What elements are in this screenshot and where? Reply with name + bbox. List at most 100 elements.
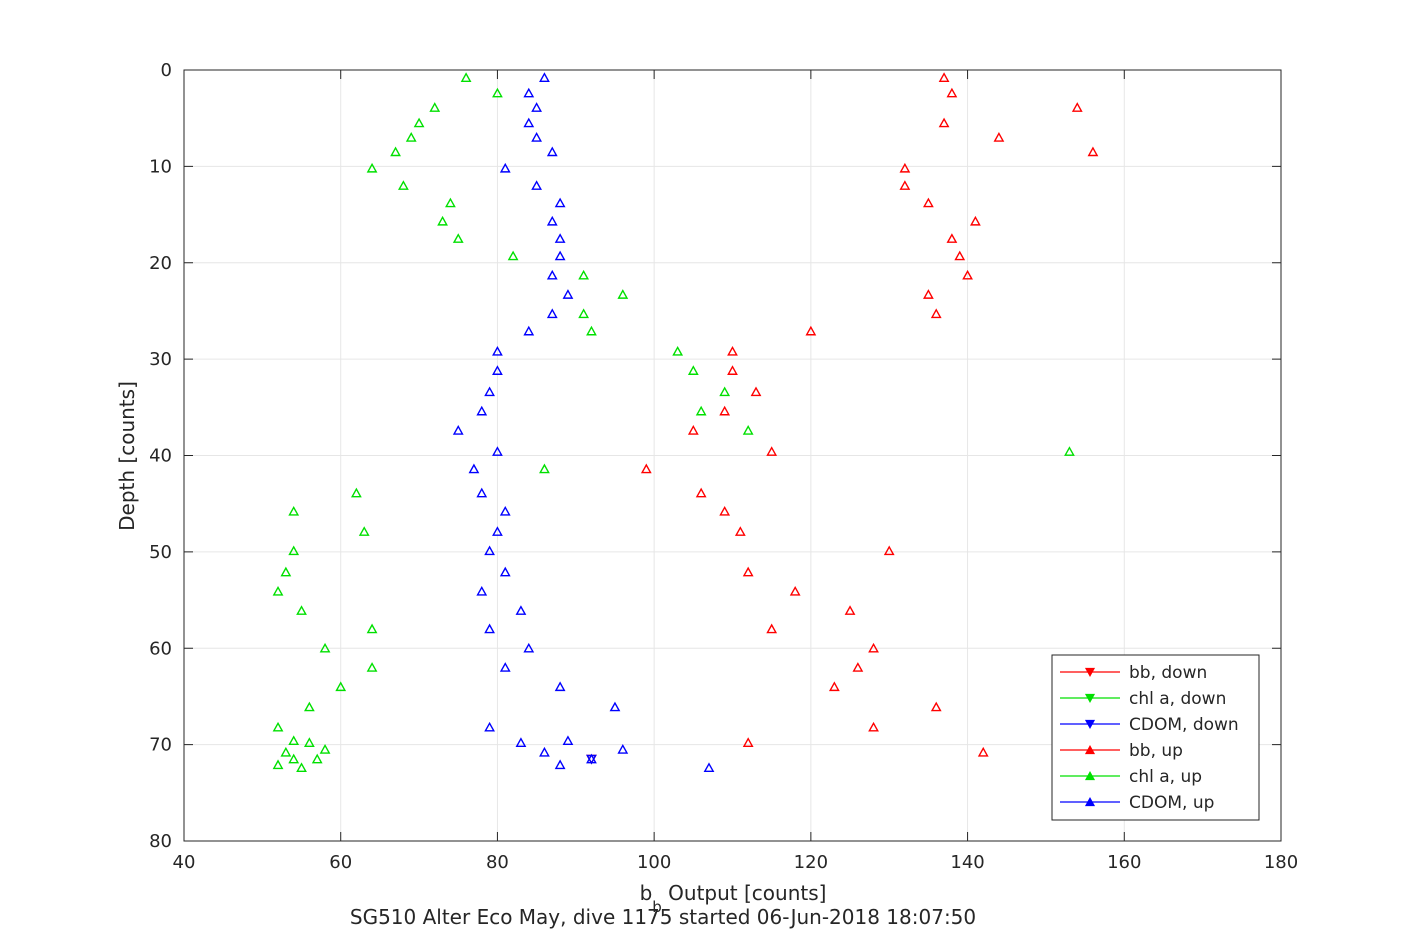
data-point [719,405,731,416]
y-tick-label: 10 [149,156,172,177]
data-point [695,405,707,416]
data-point [523,117,535,128]
data-point [938,117,950,128]
data-point [962,269,973,280]
legend-entry: CDOM, up [1129,793,1214,813]
data-point [734,526,746,536]
data-point [476,487,488,498]
y-tick-label: 60 [149,638,172,659]
series-5 [452,72,715,773]
y-tick-label: 50 [149,542,172,563]
data-point [539,746,550,757]
data-point [319,744,331,754]
data-point [578,308,590,319]
figure-caption: SG510 Alter Eco May, dive 1175 started 0… [350,905,976,929]
data-point [272,585,284,596]
data-marks [272,72,1099,773]
legend-marker [1084,667,1096,678]
data-point [766,623,778,634]
data-point [742,425,754,435]
data-point [413,117,425,128]
data-point [719,386,731,397]
data-point [883,545,895,556]
data-point [719,505,731,516]
data-point [742,566,754,577]
data-point [672,345,684,356]
data-point [523,325,535,336]
data-point [515,737,527,747]
data-point [507,250,519,261]
data-point [303,737,315,747]
data-point [562,735,574,746]
data-point [499,162,511,173]
x-tick-label: 180 [1264,852,1298,873]
data-point [460,72,472,82]
data-point [742,737,754,747]
data-point [554,250,566,261]
data-point [445,197,456,208]
legend-marker [1084,770,1096,781]
data-point [484,721,495,732]
data-point [303,701,315,712]
x-tick-label: 100 [637,852,671,873]
data-point [366,623,378,634]
data-point [492,446,503,456]
data-point [335,681,347,692]
y-tick-label: 70 [149,735,172,756]
data-point [844,605,856,615]
data-point [687,365,699,375]
data-point [970,215,981,226]
x-tick-label: 60 [329,852,352,873]
data-point [492,345,503,356]
data-point [476,405,488,416]
data-point [727,365,738,375]
data-point [554,233,566,243]
data-point [476,585,488,596]
data-point [452,425,464,435]
data-point [366,162,378,173]
data-point [319,642,331,653]
data-point [288,753,300,764]
data-point [993,132,1005,142]
y-tick-labels: 0 10 20 30 40 50 60 70 80 [149,60,172,852]
data-point [695,487,707,498]
data-point [311,753,323,764]
data-point [578,269,590,280]
data-point [546,215,558,226]
data-point [766,446,778,456]
data-point [554,197,566,208]
data-point [358,526,370,536]
data-point [828,681,840,692]
data-point [805,325,817,336]
data-point [429,102,441,112]
series-3 [640,72,1099,757]
data-point [868,721,879,732]
legend: bb, down chl a, down CDOM, down bb, up chl a… [1051,654,1260,821]
data-point [539,463,550,474]
data-point [468,463,480,474]
y-axis-label: Depth [counts] [115,381,139,531]
legend-marker [1084,719,1096,730]
data-point [523,87,535,98]
data-point [499,662,511,672]
data-point [405,132,417,142]
data-point [938,72,950,82]
legend-entry: chl a, down [1129,689,1226,709]
data-point [554,759,566,770]
data-point [288,735,300,746]
y-tick-label: 30 [149,349,172,370]
data-point [492,365,503,375]
plot-frame [183,69,1282,842]
data-point [484,545,495,556]
data-point [484,623,495,634]
x-tick-label: 40 [173,852,196,873]
y-tick-label: 20 [149,253,172,274]
x-tick-label: 80 [486,852,509,873]
data-point [484,386,495,397]
data-point [398,180,409,190]
data-point [899,162,911,173]
data-point [562,289,574,299]
data-point [296,762,307,773]
data-point [350,487,362,498]
